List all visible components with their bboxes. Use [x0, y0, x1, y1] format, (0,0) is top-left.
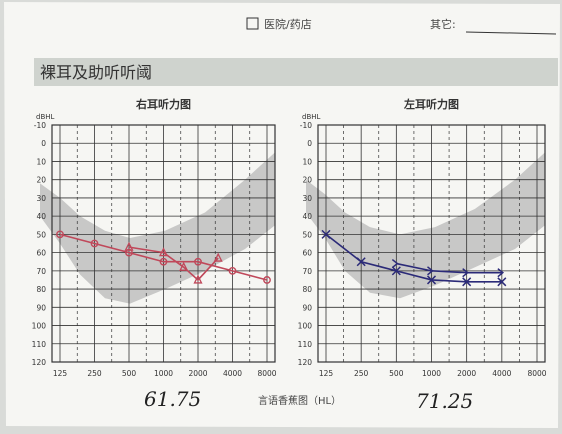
left-ear-audiogram: -10 0 10 20 30 40 50 60 70 80 90 100 110 120 125 250 500… — [298, 97, 547, 378]
chart-title: 左耳听力图 — [403, 97, 459, 111]
y-tick-label: 50 — [302, 230, 312, 239]
x-tick-label: 4000 — [223, 369, 242, 378]
series-line-cross — [325, 233, 502, 283]
x-tick-label: 125 — [53, 369, 68, 378]
y-axis-label: dBHL — [302, 113, 321, 121]
data-point-cross — [356, 257, 366, 267]
series-line-triangle — [128, 246, 219, 282]
y-tick-label: -10 — [300, 121, 312, 130]
y-tick-label: 120 — [32, 358, 47, 367]
y-tick-label: 90 — [36, 303, 46, 312]
checkbox-label: 医院/药店 — [264, 17, 312, 31]
data-point-arrow — [391, 258, 399, 269]
data-point-triangle — [158, 247, 169, 257]
x-tick-label: 2000 — [457, 369, 476, 378]
y-tick-label: 10 — [302, 157, 312, 166]
right-ear-audiogram: -10 0 10 20 30 40 50 60 70 80 90 100 110 120 125 250 500… — [32, 97, 277, 378]
chart-title: 右耳听力图 — [135, 97, 191, 111]
y-tick-label: 0 — [41, 139, 46, 148]
data-point-cross — [497, 277, 507, 287]
data-point-circle — [263, 276, 271, 284]
hospital-checkbox[interactable] — [246, 17, 259, 30]
y-tick-label: 110 — [32, 340, 47, 349]
x-tick-label: 500 — [122, 369, 137, 378]
y-tick-label: 50 — [36, 230, 46, 239]
data-point-circle — [90, 239, 99, 248]
speech-banana-label: 言语香蕉图（HL） — [258, 394, 341, 407]
x-tick-label: 8000 — [527, 369, 546, 378]
handwritten-right-score: 61.75 — [144, 387, 201, 411]
data-point-cross — [321, 229, 331, 239]
other-input-line[interactable] — [465, 31, 557, 35]
x-tick-label: 1000 — [422, 369, 441, 378]
paper-sheet — [4, 2, 560, 428]
x-tick-label: 1000 — [154, 369, 173, 378]
y-tick-label: 40 — [36, 212, 46, 221]
y-tick-label: 100 — [298, 322, 313, 331]
y-tick-label: 110 — [298, 340, 313, 349]
y-tick-label: 90 — [302, 303, 312, 312]
speech-banana-area — [306, 152, 545, 299]
y-tick-label: 100 — [32, 322, 47, 331]
y-tick-label: 0 — [307, 139, 312, 148]
speech-banana-area — [40, 152, 275, 304]
y-tick-label: 70 — [302, 267, 312, 276]
y-tick-label: 40 — [302, 212, 312, 221]
x-tick-label: 2000 — [188, 369, 207, 378]
data-point-arrow — [427, 266, 434, 276]
series-line-circle — [59, 233, 268, 281]
data-point-triangle — [179, 261, 189, 271]
x-tick-label: 125 — [319, 369, 334, 378]
y-tick-label: 20 — [302, 176, 312, 185]
y-tick-label: 30 — [36, 194, 46, 203]
section-title: 裸耳及助听听阈 — [40, 63, 152, 82]
data-point-arrow — [497, 268, 505, 278]
data-point-circle — [228, 266, 237, 275]
data-point-triangle — [124, 241, 134, 251]
y-tick-label: 70 — [36, 267, 46, 276]
other-label: 其它: — [430, 17, 456, 31]
y-tick-label: 60 — [36, 249, 46, 258]
data-point-cross — [426, 275, 437, 285]
section-title-band — [34, 58, 558, 86]
handwritten-left-score: 71.25 — [416, 389, 473, 413]
y-tick-label: 20 — [36, 176, 46, 185]
y-tick-label: 30 — [302, 194, 312, 203]
data-point-cross — [462, 277, 472, 287]
y-axis-label: dBHL — [36, 113, 55, 121]
series-line-arrow — [396, 262, 502, 274]
y-tick-label: 120 — [298, 358, 313, 367]
y-tick-label: 80 — [36, 285, 46, 294]
x-tick-label: 500 — [389, 369, 404, 378]
data-point-circle — [125, 248, 133, 257]
y-tick-label: -10 — [34, 121, 46, 130]
x-tick-label: 8000 — [257, 369, 276, 378]
data-point-circle — [194, 257, 202, 266]
data-point-circle — [159, 257, 168, 266]
data-point-triangle — [213, 252, 223, 262]
y-tick-label: 60 — [302, 249, 312, 258]
data-point-triangle — [193, 274, 203, 284]
data-point-cross — [391, 266, 401, 276]
data-point-arrow — [462, 268, 469, 278]
y-tick-label: 10 — [36, 157, 46, 166]
x-tick-label: 250 — [354, 369, 369, 378]
x-tick-label: 250 — [87, 369, 102, 378]
data-point-circle — [56, 230, 64, 239]
y-tick-label: 80 — [302, 285, 312, 294]
x-tick-label: 4000 — [492, 369, 511, 378]
